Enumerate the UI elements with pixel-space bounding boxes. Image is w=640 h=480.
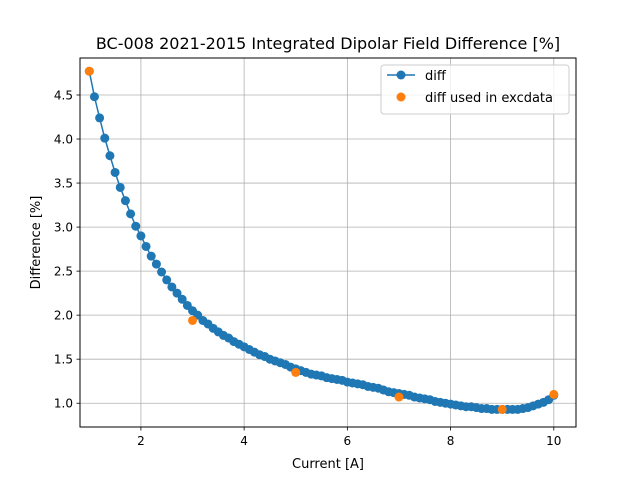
x-tick-label: 2	[137, 434, 145, 448]
x-tick-label: 8	[447, 434, 455, 448]
data-point-diff-used-in-excdata	[84, 66, 94, 76]
data-point-diff	[141, 241, 151, 251]
y-tick-label: 3.5	[54, 177, 73, 191]
legend-diff-label: diff	[425, 69, 447, 84]
data-point-diff	[115, 182, 125, 192]
data-point-diff	[172, 288, 182, 298]
axes	[79, 57, 577, 428]
data-point-diff	[146, 251, 156, 261]
data-point-diff	[110, 167, 120, 177]
data-point-diff	[105, 151, 115, 161]
data-point-diff	[151, 259, 161, 269]
x-tick-label: 10	[546, 434, 561, 448]
legend-excdata-marker	[396, 92, 406, 102]
y-tick-label: 4.0	[54, 133, 73, 147]
plot-frame	[79, 57, 577, 428]
data-point-diff	[95, 113, 105, 123]
y-axis-title: Difference [%]	[29, 196, 44, 290]
data-series	[84, 66, 559, 414]
legend-diff-marker	[396, 70, 406, 80]
data-point-diff	[126, 209, 136, 219]
data-point-diff	[100, 133, 110, 143]
data-point-diff	[89, 92, 99, 102]
legend: diff diff used in excdata	[380, 64, 570, 115]
data-point-diff-used-in-excdata	[291, 367, 301, 377]
data-point-diff	[162, 275, 172, 285]
data-point-diff	[131, 221, 141, 231]
data-point-diff	[167, 282, 177, 292]
legend-box	[380, 64, 570, 115]
data-point-diff	[157, 267, 167, 277]
y-tick-label: 1.0	[54, 397, 73, 411]
y-tick-label: 3.0	[54, 221, 73, 235]
data-point-diff	[120, 196, 130, 206]
data-point-diff	[177, 294, 187, 304]
data-point-diff-used-in-excdata	[497, 404, 507, 414]
y-tick-label: 2.0	[54, 309, 73, 323]
data-point-diff-used-in-excdata	[549, 389, 559, 399]
y-tick-label: 1.5	[54, 353, 73, 367]
y-tick-label: 2.5	[54, 265, 73, 279]
tick-marks: 2 4 6 8 10 1.0 1.5 2.0 2.5 3.0 3.5 4.0 4.5	[54, 88, 562, 448]
x-axis-title: Current [A]	[292, 457, 364, 472]
y-tick-label: 4.5	[54, 88, 73, 102]
data-point-diff	[136, 231, 146, 241]
data-point-diff-used-in-excdata	[394, 392, 404, 402]
data-point-diff-used-in-excdata	[188, 315, 198, 325]
legend-excdata-label: diff used in excdata	[425, 91, 553, 106]
x-tick-label: 4	[240, 434, 248, 448]
chart-title: BC-008 2021-2015 Integrated Dipolar Fiel…	[96, 34, 560, 53]
x-tick-label: 6	[344, 434, 352, 448]
